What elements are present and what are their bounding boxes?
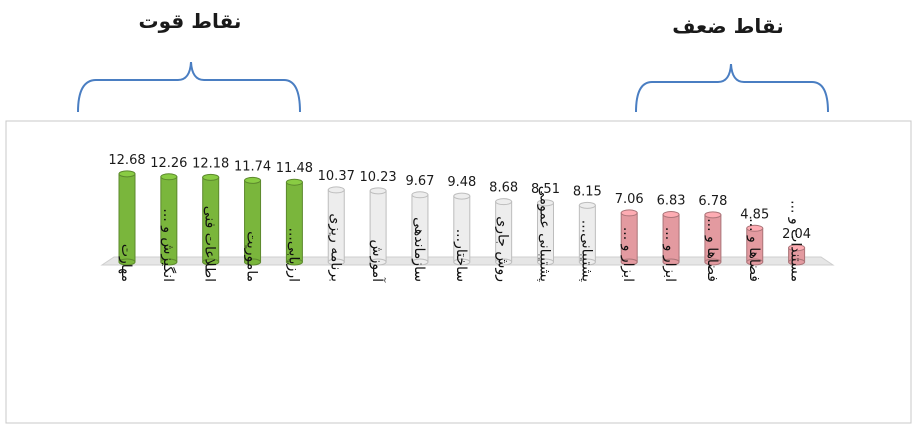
category-label-15: فضاها و ... — [704, 218, 720, 282]
value-label-16: 4.85 — [740, 207, 769, 222]
category-label-9: ساختار... — [453, 229, 469, 282]
bar-7-cap — [369, 187, 387, 195]
bar-6-base — [327, 258, 345, 266]
bar-10-base — [495, 258, 513, 266]
bar-11-base — [537, 258, 554, 266]
bar-13-base — [620, 258, 638, 266]
bar-12-base — [578, 258, 596, 266]
bar-1-base — [118, 258, 136, 266]
bar-6-cap — [327, 186, 345, 194]
weaknesses-title: نقاط ضعف — [672, 14, 784, 38]
value-label-7: 10.23 — [359, 170, 396, 185]
bar-4-cap — [244, 176, 262, 184]
bar-16-cap — [746, 224, 764, 232]
category-label-14: ابزار و ... — [662, 227, 678, 282]
value-label-17: 2.04 — [782, 227, 811, 242]
value-label-8: 9.67 — [405, 174, 434, 189]
value-labels: 12.68 12.26 12.18 11.74 11.48 10.37 10.23 9.67 9… — [108, 153, 811, 242]
bar-17-base — [788, 258, 806, 266]
bar-9-base — [453, 258, 471, 266]
value-label-3: 12.18 — [192, 156, 229, 171]
value-label-2: 12.26 — [150, 156, 187, 171]
category-label-4: ماموریت — [244, 231, 260, 282]
category-label-16: فضاها و ... — [746, 218, 762, 282]
bar-10-cap — [495, 198, 513, 206]
value-label-15: 6.78 — [698, 194, 727, 209]
bar-1-cap — [118, 170, 136, 178]
bar-series — [118, 170, 806, 266]
value-label-13: 7.06 — [615, 192, 644, 207]
category-label-10: روش جاری — [495, 216, 511, 282]
value-label-6: 10.37 — [318, 169, 355, 184]
bar-11-cap — [537, 199, 554, 207]
category-label-1: مهارت — [118, 244, 134, 282]
category-label-5: ارزیابی... — [285, 228, 301, 283]
value-label-4: 11.74 — [234, 159, 271, 174]
value-label-10: 8.68 — [489, 181, 518, 196]
category-label-2: انگیزش و ... — [160, 208, 177, 282]
category-labels: مهارت انگیزش و ... اطلاعات فنی ماموریت ارزیا… — [118, 186, 804, 283]
value-label-1: 12.68 — [108, 153, 145, 168]
bar-14-cap — [662, 211, 680, 219]
bar-3-cap — [202, 173, 220, 181]
bar-2-base — [160, 258, 178, 266]
strengths-title: نقاط قوت — [139, 9, 242, 33]
value-label-11: 8.51 — [531, 182, 560, 197]
bar-8-cap — [411, 191, 429, 199]
category-label-6: برنامه ریزی — [327, 213, 343, 282]
bar-12-cap — [578, 201, 596, 209]
category-label-3: اطلاعات فنی — [202, 206, 218, 282]
bar-2-cap — [160, 173, 178, 181]
bar-7-base — [369, 258, 387, 266]
category-label-7: آموزش — [369, 240, 386, 284]
category-label-11: پشتیبانی عمومی — [537, 186, 553, 282]
bar-14-base — [662, 258, 680, 266]
bar-8-base — [411, 258, 429, 266]
bar-15-base — [704, 258, 722, 266]
strengths-brace — [77, 61, 301, 113]
value-label-9: 9.48 — [447, 175, 476, 190]
bar-4-base — [244, 258, 262, 266]
value-label-14: 6.83 — [657, 194, 686, 209]
category-label-8: سازماندهی — [411, 217, 427, 282]
bar-16-base — [746, 258, 764, 266]
value-label-12: 8.15 — [573, 184, 602, 199]
plot-frame — [5, 120, 912, 424]
bar-5-cap — [285, 178, 303, 186]
category-label-17: مستندات و ... — [788, 200, 804, 282]
value-label-5: 11.48 — [276, 161, 313, 176]
bar-3-base — [202, 258, 220, 266]
bar-15-cap — [704, 211, 722, 219]
bar-9-cap — [453, 192, 471, 200]
category-label-13: ابزار و ... — [620, 227, 636, 282]
category-label-12: پشتیبانی... — [578, 220, 594, 282]
bar-17-cap — [788, 244, 806, 252]
bar-13-cap — [620, 209, 638, 217]
bar-5-base — [285, 258, 303, 266]
weaknesses-brace — [635, 63, 829, 113]
